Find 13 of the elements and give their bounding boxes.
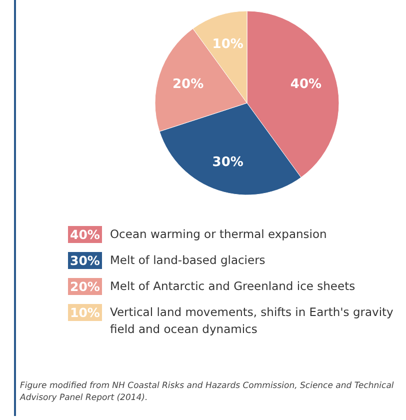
text: Figure modified from NH Coastal Risks and Hazards Commission, Science and Technical Advisory Panel Report (2014). — [20, 380, 395, 404]
legend-label: Melt of Antarctic and Greenland ice sheets — [110, 278, 356, 295]
legend-swatch: 40% — [68, 226, 102, 243]
data-label: 20% — [172, 76, 204, 92]
legend-swatch: 30% — [68, 252, 102, 269]
legend-label: Ocean warming or thermal expansion — [110, 226, 327, 243]
legend-label: Vertical land movements, shifts in Earth's gravity field and ocean dynamics — [110, 304, 394, 338]
legend-swatch: 10% — [68, 304, 102, 321]
data-label: 30% — [212, 154, 244, 170]
data-label: 40% — [290, 76, 322, 92]
legend-swatch: 20% — [68, 278, 102, 295]
data-label: 10% — [212, 37, 244, 52]
legend-label: Melt of land-based glaciers — [110, 252, 266, 269]
